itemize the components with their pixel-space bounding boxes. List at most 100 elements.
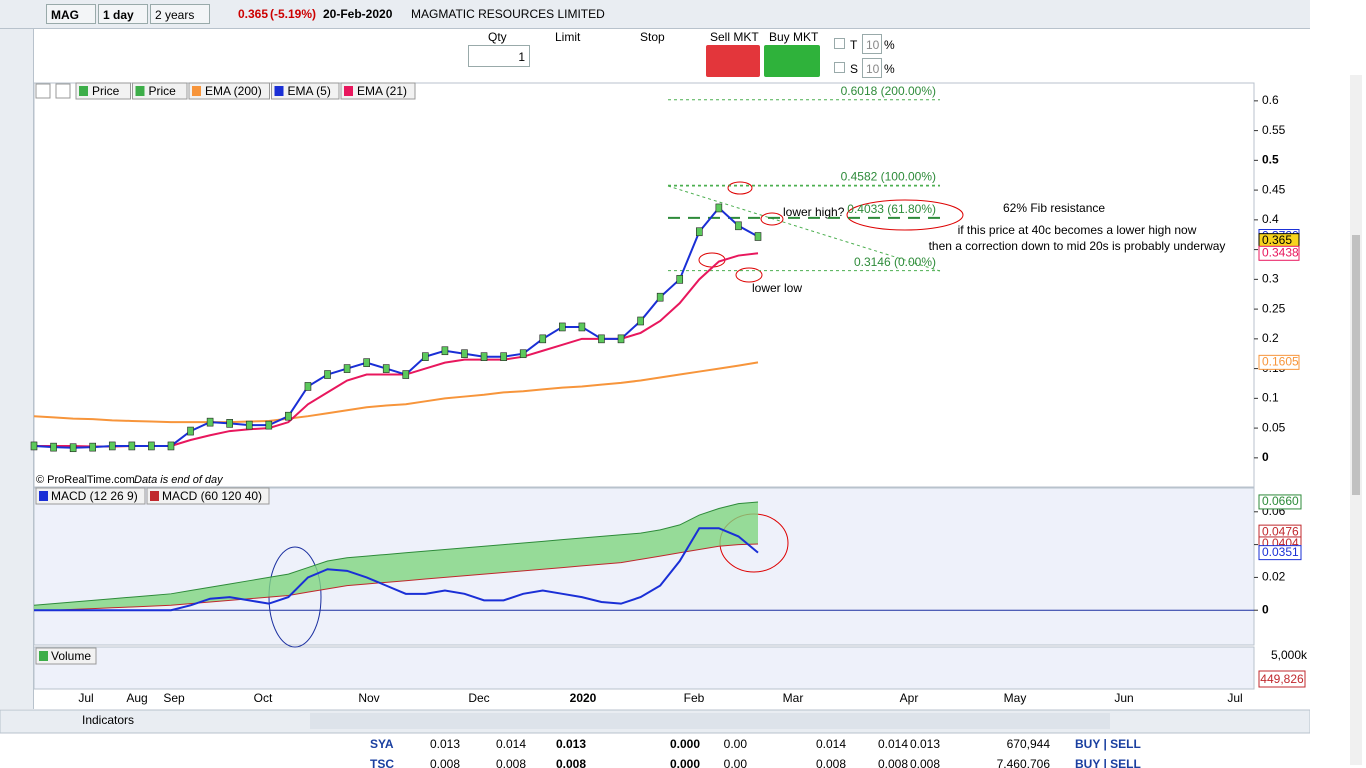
price-mark bbox=[559, 322, 566, 332]
legend-label: MACD (12 26 9) bbox=[51, 489, 138, 503]
change: (-5.19%) bbox=[270, 7, 317, 21]
watchlist: SYA 0.013 0.014 0.013 0.000 0.00 0.014 0.014 0.0… bbox=[170, 734, 1178, 768]
table-cell: 670,944 bbox=[1006, 737, 1050, 751]
macd-marker: 0.0351 bbox=[1262, 545, 1299, 559]
price-mark bbox=[128, 441, 136, 451]
price-panel bbox=[33, 82, 1255, 488]
trade-link[interactable]: BUY | SELL bbox=[1075, 757, 1141, 768]
legend-swatch bbox=[135, 86, 145, 96]
note: Data is end of day bbox=[134, 474, 224, 486]
price-mark bbox=[402, 370, 410, 379]
buy-button[interactable] bbox=[764, 45, 820, 77]
price-mark bbox=[363, 358, 370, 367]
line bbox=[34, 527, 759, 612]
macd-panel bbox=[33, 487, 1255, 646]
t-input[interactable]: 10 bbox=[862, 34, 882, 54]
price-mark bbox=[50, 442, 57, 452]
legend-button bbox=[35, 83, 51, 99]
legend-label: Price bbox=[92, 84, 120, 98]
line bbox=[34, 543, 759, 611]
x-tick-label: Jun bbox=[1114, 691, 1133, 705]
macd-marker: 0.0660 bbox=[1262, 494, 1299, 508]
table-cell: 0.008 bbox=[909, 757, 940, 768]
volume-tick: 5,000k bbox=[1271, 648, 1308, 662]
table-cell: 7,460,706 bbox=[996, 757, 1050, 768]
price-mark bbox=[422, 352, 429, 361]
x-tick-label: Oct bbox=[254, 691, 273, 705]
price-mark bbox=[676, 275, 684, 284]
x-tick-label: May bbox=[1004, 691, 1027, 705]
range[interactable]: 2 years bbox=[150, 4, 210, 24]
price-mark bbox=[617, 334, 625, 344]
date: 20-Feb-2020 bbox=[323, 7, 393, 21]
legend-swatch bbox=[192, 86, 201, 96]
price-mark bbox=[695, 227, 703, 237]
order-bar: Qty 1 Limit Stop Sell MKT Buy MKT T 10 %… bbox=[0, 29, 1310, 81]
indicators-button[interactable]: Indicators bbox=[82, 713, 134, 727]
y-tick-label: 0.45 bbox=[1262, 182, 1286, 196]
price-marker: 0.3438 bbox=[1262, 245, 1299, 259]
table-cell: 0.00 bbox=[723, 737, 747, 751]
price-mark bbox=[265, 420, 273, 430]
x-tick-label: Mar bbox=[783, 691, 804, 705]
table-cell: 0.008 bbox=[877, 757, 908, 768]
annotation: then a correction down to mid 20s is pro… bbox=[929, 239, 1226, 253]
annotation: if this price at 40c becomes a lower hig… bbox=[958, 223, 1197, 237]
s-checkbox[interactable] bbox=[834, 62, 845, 73]
macd-marker-box bbox=[1258, 494, 1302, 510]
y-tick-label: 0.4 bbox=[1262, 212, 1279, 226]
x-tick-label: Apr bbox=[900, 691, 919, 705]
price-mark bbox=[245, 420, 253, 430]
volume-last: 449,826 bbox=[1260, 672, 1304, 686]
s-input[interactable]: 10 bbox=[862, 58, 882, 78]
y-tick-label: 0.2 bbox=[1262, 331, 1279, 345]
price-mark bbox=[461, 349, 468, 359]
volume-panel bbox=[33, 646, 1255, 690]
price-mark bbox=[539, 334, 547, 344]
highlight bbox=[846, 199, 964, 231]
y-tick-label: 0.5 bbox=[1262, 153, 1279, 167]
price-mark bbox=[343, 364, 351, 373]
legend-item bbox=[35, 487, 146, 505]
table-cell: 0.008 bbox=[495, 757, 526, 768]
sell-button[interactable] bbox=[706, 45, 760, 77]
legend-button bbox=[55, 83, 71, 99]
fib-label: 0.3146 (0.00%) bbox=[854, 255, 936, 269]
table-cell: 0.00 bbox=[723, 757, 747, 768]
legend-swatch bbox=[79, 86, 88, 96]
legend-item bbox=[340, 82, 416, 100]
legend-label: EMA (200) bbox=[205, 84, 262, 98]
instrument-name: MAGMATIC RESOURCES LIMITED bbox=[411, 7, 605, 21]
price-mark bbox=[598, 334, 605, 344]
y-tick-label: 0 bbox=[1262, 450, 1269, 464]
scroll-thumb[interactable] bbox=[1352, 235, 1360, 495]
trade-link[interactable]: BUY | SELL bbox=[1075, 737, 1141, 751]
table-cell: 0.013 bbox=[555, 737, 586, 751]
legend-item bbox=[188, 82, 270, 100]
qty-input[interactable]: 1 bbox=[468, 45, 530, 67]
symbol[interactable]: MAG bbox=[46, 4, 96, 24]
macd-marker-box bbox=[1258, 545, 1302, 561]
s-unit: % bbox=[884, 62, 895, 76]
h-scrollbar[interactable] bbox=[310, 713, 1110, 729]
price-mark bbox=[167, 441, 175, 451]
price-mark bbox=[735, 221, 742, 231]
y-tick-label: 0.05 bbox=[1262, 420, 1286, 434]
limit-label: Limit bbox=[555, 30, 581, 44]
line bbox=[33, 361, 759, 424]
y-tick-label: 0.55 bbox=[1262, 123, 1286, 137]
x-tick-label: Feb bbox=[684, 691, 705, 705]
interval[interactable]: 1 day bbox=[98, 4, 148, 24]
buy-label: Buy MKT bbox=[769, 30, 819, 44]
y-tick-label: 0.3 bbox=[1262, 272, 1279, 286]
legend-item bbox=[35, 647, 97, 665]
qty-label: Qty bbox=[488, 30, 507, 44]
legend-label: Volume bbox=[51, 649, 91, 663]
legend-swatch bbox=[39, 651, 48, 661]
stop-label: Stop bbox=[640, 30, 665, 44]
price-marker: 0.365 bbox=[1262, 233, 1292, 247]
t-checkbox[interactable] bbox=[834, 38, 845, 49]
price-mark bbox=[148, 441, 155, 451]
table-cell: 0.008 bbox=[555, 757, 586, 768]
price-marker-box bbox=[1258, 354, 1300, 370]
